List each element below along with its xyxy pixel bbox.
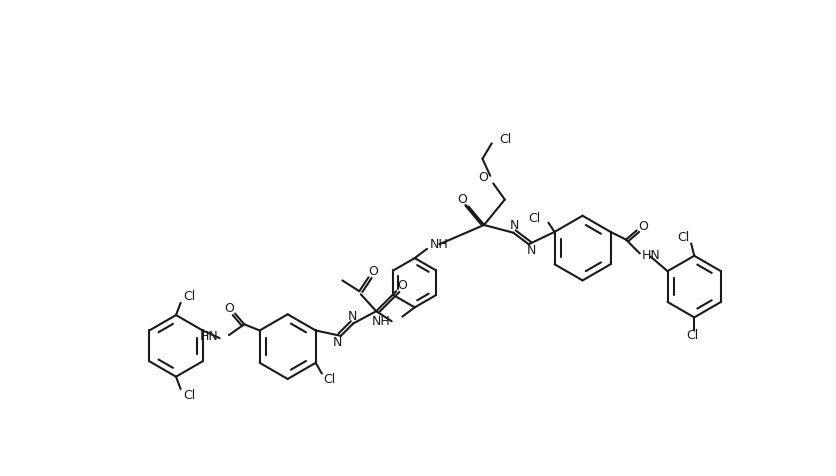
Text: Cl: Cl [183,388,196,402]
Text: Cl: Cl [183,290,196,303]
Text: O: O [368,265,378,278]
Text: Cl: Cl [323,373,335,386]
Text: Cl: Cl [686,329,698,342]
Text: O: O [397,279,407,292]
Text: O: O [477,171,487,184]
Text: O: O [457,193,466,206]
Text: NH: NH [430,238,448,251]
Text: N: N [527,244,536,257]
Text: HN: HN [199,330,218,343]
Text: O: O [224,302,233,316]
Text: Cl: Cl [676,231,689,244]
Text: N: N [347,310,357,323]
Text: Cl: Cl [499,133,511,146]
Text: N: N [509,219,518,232]
Text: N: N [333,336,342,348]
Text: NH: NH [371,315,390,328]
Text: Cl: Cl [528,212,540,225]
Text: HN: HN [640,248,660,261]
Text: O: O [637,220,647,233]
